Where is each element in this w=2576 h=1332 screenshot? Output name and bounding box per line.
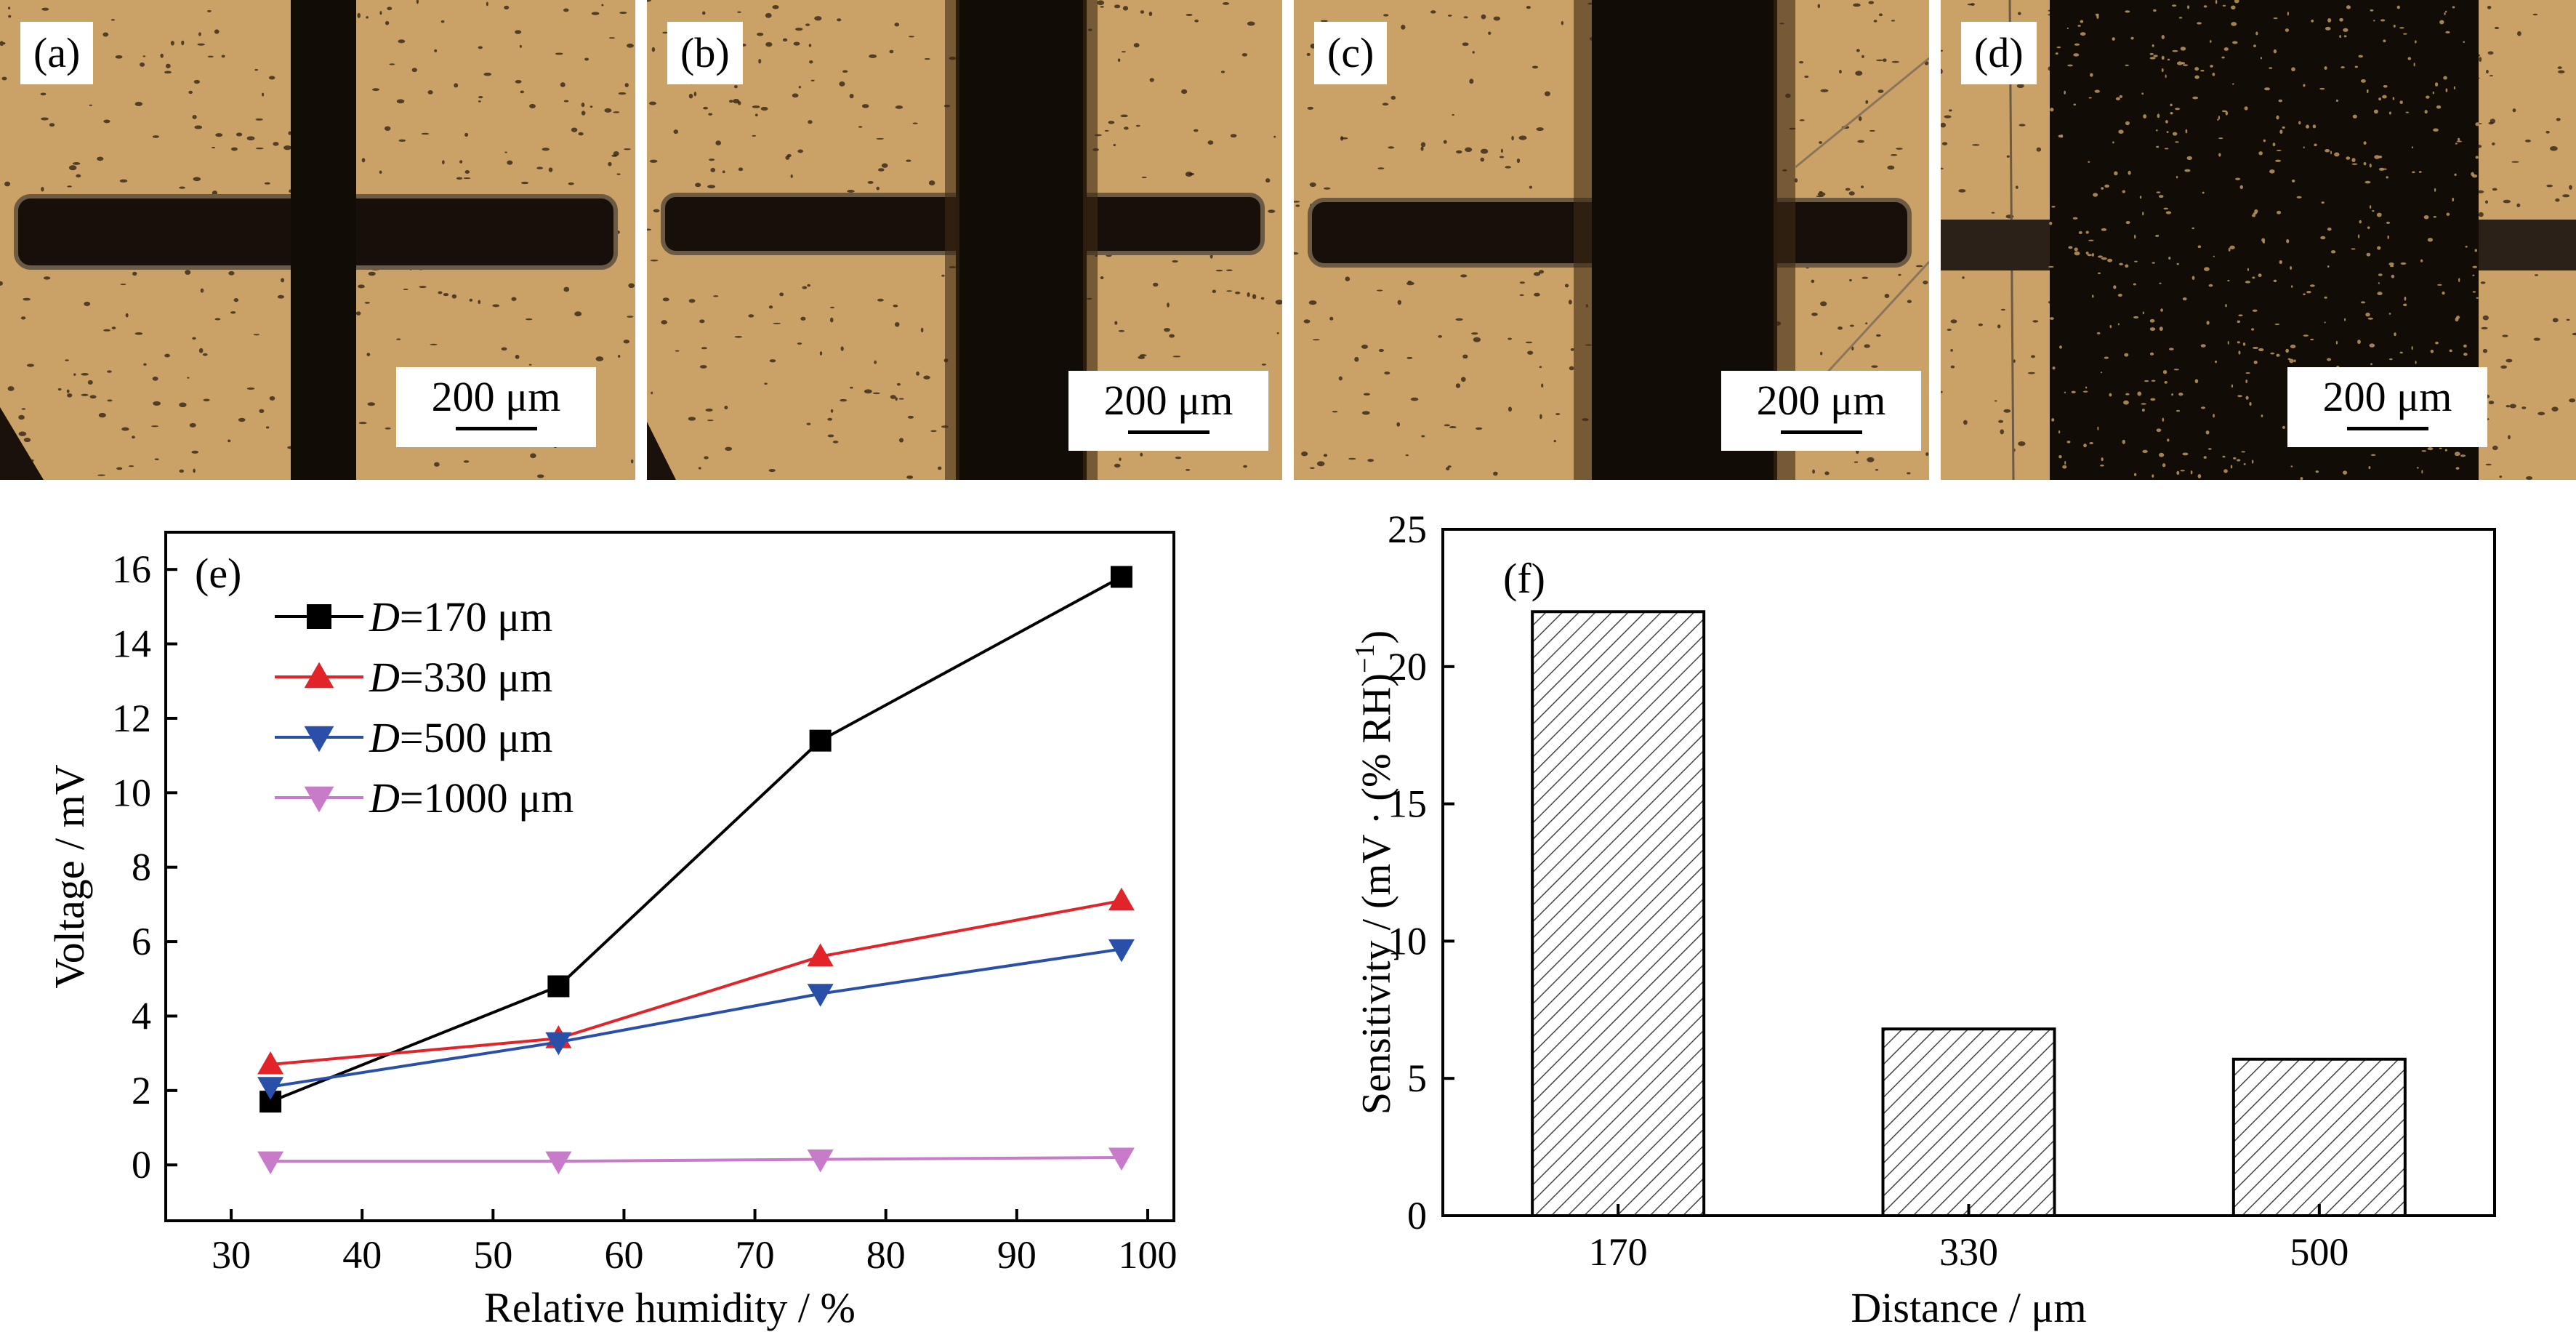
data-point — [307, 604, 331, 629]
series — [259, 566, 1132, 1113]
y-tick-label: 14 — [112, 622, 151, 666]
scale-bar-label: 200 μm — [431, 373, 561, 420]
data-point — [545, 1151, 572, 1175]
data-point — [545, 1032, 572, 1056]
data-point — [304, 786, 334, 813]
y-tick-label: 10 — [1388, 919, 1427, 963]
data-point — [1108, 939, 1135, 963]
scale-bar: 200 μm — [1068, 371, 1268, 451]
data-point — [1108, 1147, 1135, 1171]
data-point — [257, 1051, 284, 1075]
data-point — [304, 662, 334, 689]
legend-item: D=170 μm — [275, 593, 552, 641]
x-axis-label: Distance / μm — [1851, 1284, 2086, 1331]
bar — [1881, 1027, 2056, 1217]
x-tick-label: 500 — [2290, 1230, 2348, 1274]
series-line — [270, 947, 1122, 1088]
panel-label: (b) — [667, 22, 743, 84]
voltage-humidity-chart: 30 40 50 60 70 80 90 100 0 2 4 6 8 10 12 14 16 Relative h… — [46, 531, 1177, 1331]
data-point — [304, 726, 334, 753]
y-tick-label: 0 — [1407, 1194, 1427, 1237]
x-tick-label: 330 — [1939, 1230, 1998, 1274]
legend-label: D=170 μm — [369, 593, 552, 641]
micrograph-b: (b) 200 μm — [647, 0, 1282, 480]
scale-bar-label: 200 μm — [1103, 377, 1233, 424]
legend-item: D=330 μm — [275, 654, 552, 701]
series — [257, 939, 1135, 1100]
bar — [1531, 610, 1706, 1217]
x-tick-label: 50 — [473, 1233, 512, 1277]
sensitivity-distance-chart: 0 5 10 15 20 25 170 330 500 Distance / μm Sensitiv… — [1350, 507, 2496, 1331]
data-point — [547, 975, 570, 998]
bar — [2231, 1057, 2407, 1217]
series-line — [270, 575, 1122, 1104]
panel-label: (d) — [1961, 22, 2037, 84]
legend-label: D=1000 μm — [369, 774, 573, 822]
data-point — [809, 729, 832, 752]
x-axis-label: Relative humidity / % — [484, 1284, 856, 1331]
data-point — [257, 1151, 284, 1175]
y-tick-label: 0 — [132, 1143, 151, 1187]
data-point — [257, 1077, 284, 1100]
y-tick-label: 15 — [1388, 782, 1427, 826]
legend-label: D=500 μm — [369, 714, 552, 761]
scale-bar-line — [1128, 430, 1209, 434]
legend-label: D=330 μm — [369, 654, 552, 701]
panel-label: (e) — [195, 550, 241, 597]
y-tick-label: 6 — [132, 920, 151, 963]
panel-label: (f) — [1503, 555, 1545, 602]
scale-bar-label: 200 μm — [2322, 373, 2452, 420]
scale-bar-label: 200 μm — [1756, 377, 1886, 424]
legend-item: D=1000 μm — [275, 774, 573, 822]
panel-label: (c) — [1314, 22, 1388, 84]
legend-item: D=500 μm — [275, 714, 552, 761]
series-line — [270, 1155, 1122, 1163]
x-tick-label: 170 — [1589, 1230, 1648, 1274]
micrograph-d: (d) 200 μm — [1941, 0, 2576, 480]
y-tick-label: 8 — [132, 846, 151, 889]
y-tick-label: 10 — [112, 771, 151, 814]
micrograph-c: (c) 200 μm — [1294, 0, 1929, 480]
data-point — [1110, 566, 1132, 588]
y-tick-label: 2 — [132, 1069, 151, 1112]
series — [257, 1147, 1135, 1175]
x-tick-label: 60 — [604, 1233, 643, 1277]
y-tick-label: 5 — [1407, 1056, 1427, 1100]
scale-bar-line — [456, 427, 537, 430]
micrograph-a: (a) 200 μm — [0, 0, 635, 480]
x-tick-label: 80 — [866, 1233, 906, 1277]
x-tick-label: 40 — [342, 1233, 382, 1277]
data-point — [807, 943, 834, 967]
y-tick-label: 16 — [112, 547, 151, 591]
scale-bar-line — [2347, 427, 2428, 430]
y-axis-label: Voltage / mV — [46, 764, 93, 988]
series-line — [270, 899, 1122, 1066]
scale-bar-line — [1781, 430, 1862, 434]
plot-frame — [164, 531, 1175, 1222]
x-tick-label: 70 — [736, 1233, 775, 1277]
y-tick-label: 4 — [132, 994, 151, 1038]
data-point — [1108, 887, 1135, 911]
scale-bar: 200 μm — [396, 367, 596, 447]
panel-label: (a) — [20, 22, 94, 84]
data-point — [807, 984, 834, 1007]
y-tick-label: 12 — [112, 697, 151, 740]
x-tick-label: 100 — [1118, 1233, 1177, 1277]
scale-bar: 200 μm — [2287, 367, 2487, 447]
y-axis-label: Sensitivity / (mV · (% RH)−1) — [1350, 630, 1399, 1115]
x-tick-label: 90 — [997, 1233, 1037, 1277]
x-tick-label: 30 — [212, 1233, 251, 1277]
y-tick-label: 25 — [1388, 507, 1427, 551]
data-point — [807, 1150, 834, 1173]
scale-bar: 200 μm — [1721, 371, 1921, 451]
y-tick-label: 20 — [1388, 645, 1427, 689]
